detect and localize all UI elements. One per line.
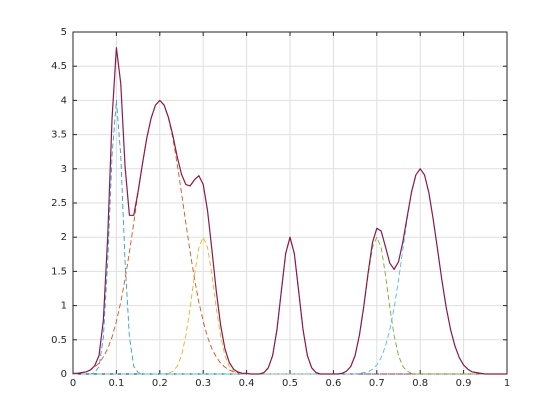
x-tick-label: 0.2 (152, 378, 168, 389)
x-tick-label: 0.6 (325, 378, 341, 389)
x-tick-label: 0.8 (412, 378, 428, 389)
x-tick-label: 0.1 (108, 378, 124, 389)
y-tick-label: 3.5 (51, 130, 67, 141)
y-tick-label: 0.5 (51, 335, 67, 346)
y-tick-label: 5 (61, 27, 67, 38)
x-tick-label: 0.7 (369, 378, 385, 389)
x-tick-label: 0.9 (456, 378, 472, 389)
x-tick-label: 0 (70, 378, 76, 389)
y-tick-label: 4 (61, 95, 67, 106)
x-tick-label: 0.5 (282, 378, 298, 389)
y-tick-label: 0 (61, 369, 67, 380)
x-tick-label: 1 (504, 378, 510, 389)
y-tick-label: 1 (61, 301, 67, 312)
y-tick-label: 3 (61, 164, 67, 175)
y-tick-label: 2.5 (51, 198, 67, 209)
sum-curve (73, 47, 507, 375)
y-tick-label: 2 (61, 232, 67, 243)
y-tick-label: 1.5 (51, 266, 67, 277)
y-tick-label: 4.5 (51, 61, 67, 72)
x-tick-label: 0.4 (239, 378, 255, 389)
x-tick-label: 0.3 (195, 378, 211, 389)
